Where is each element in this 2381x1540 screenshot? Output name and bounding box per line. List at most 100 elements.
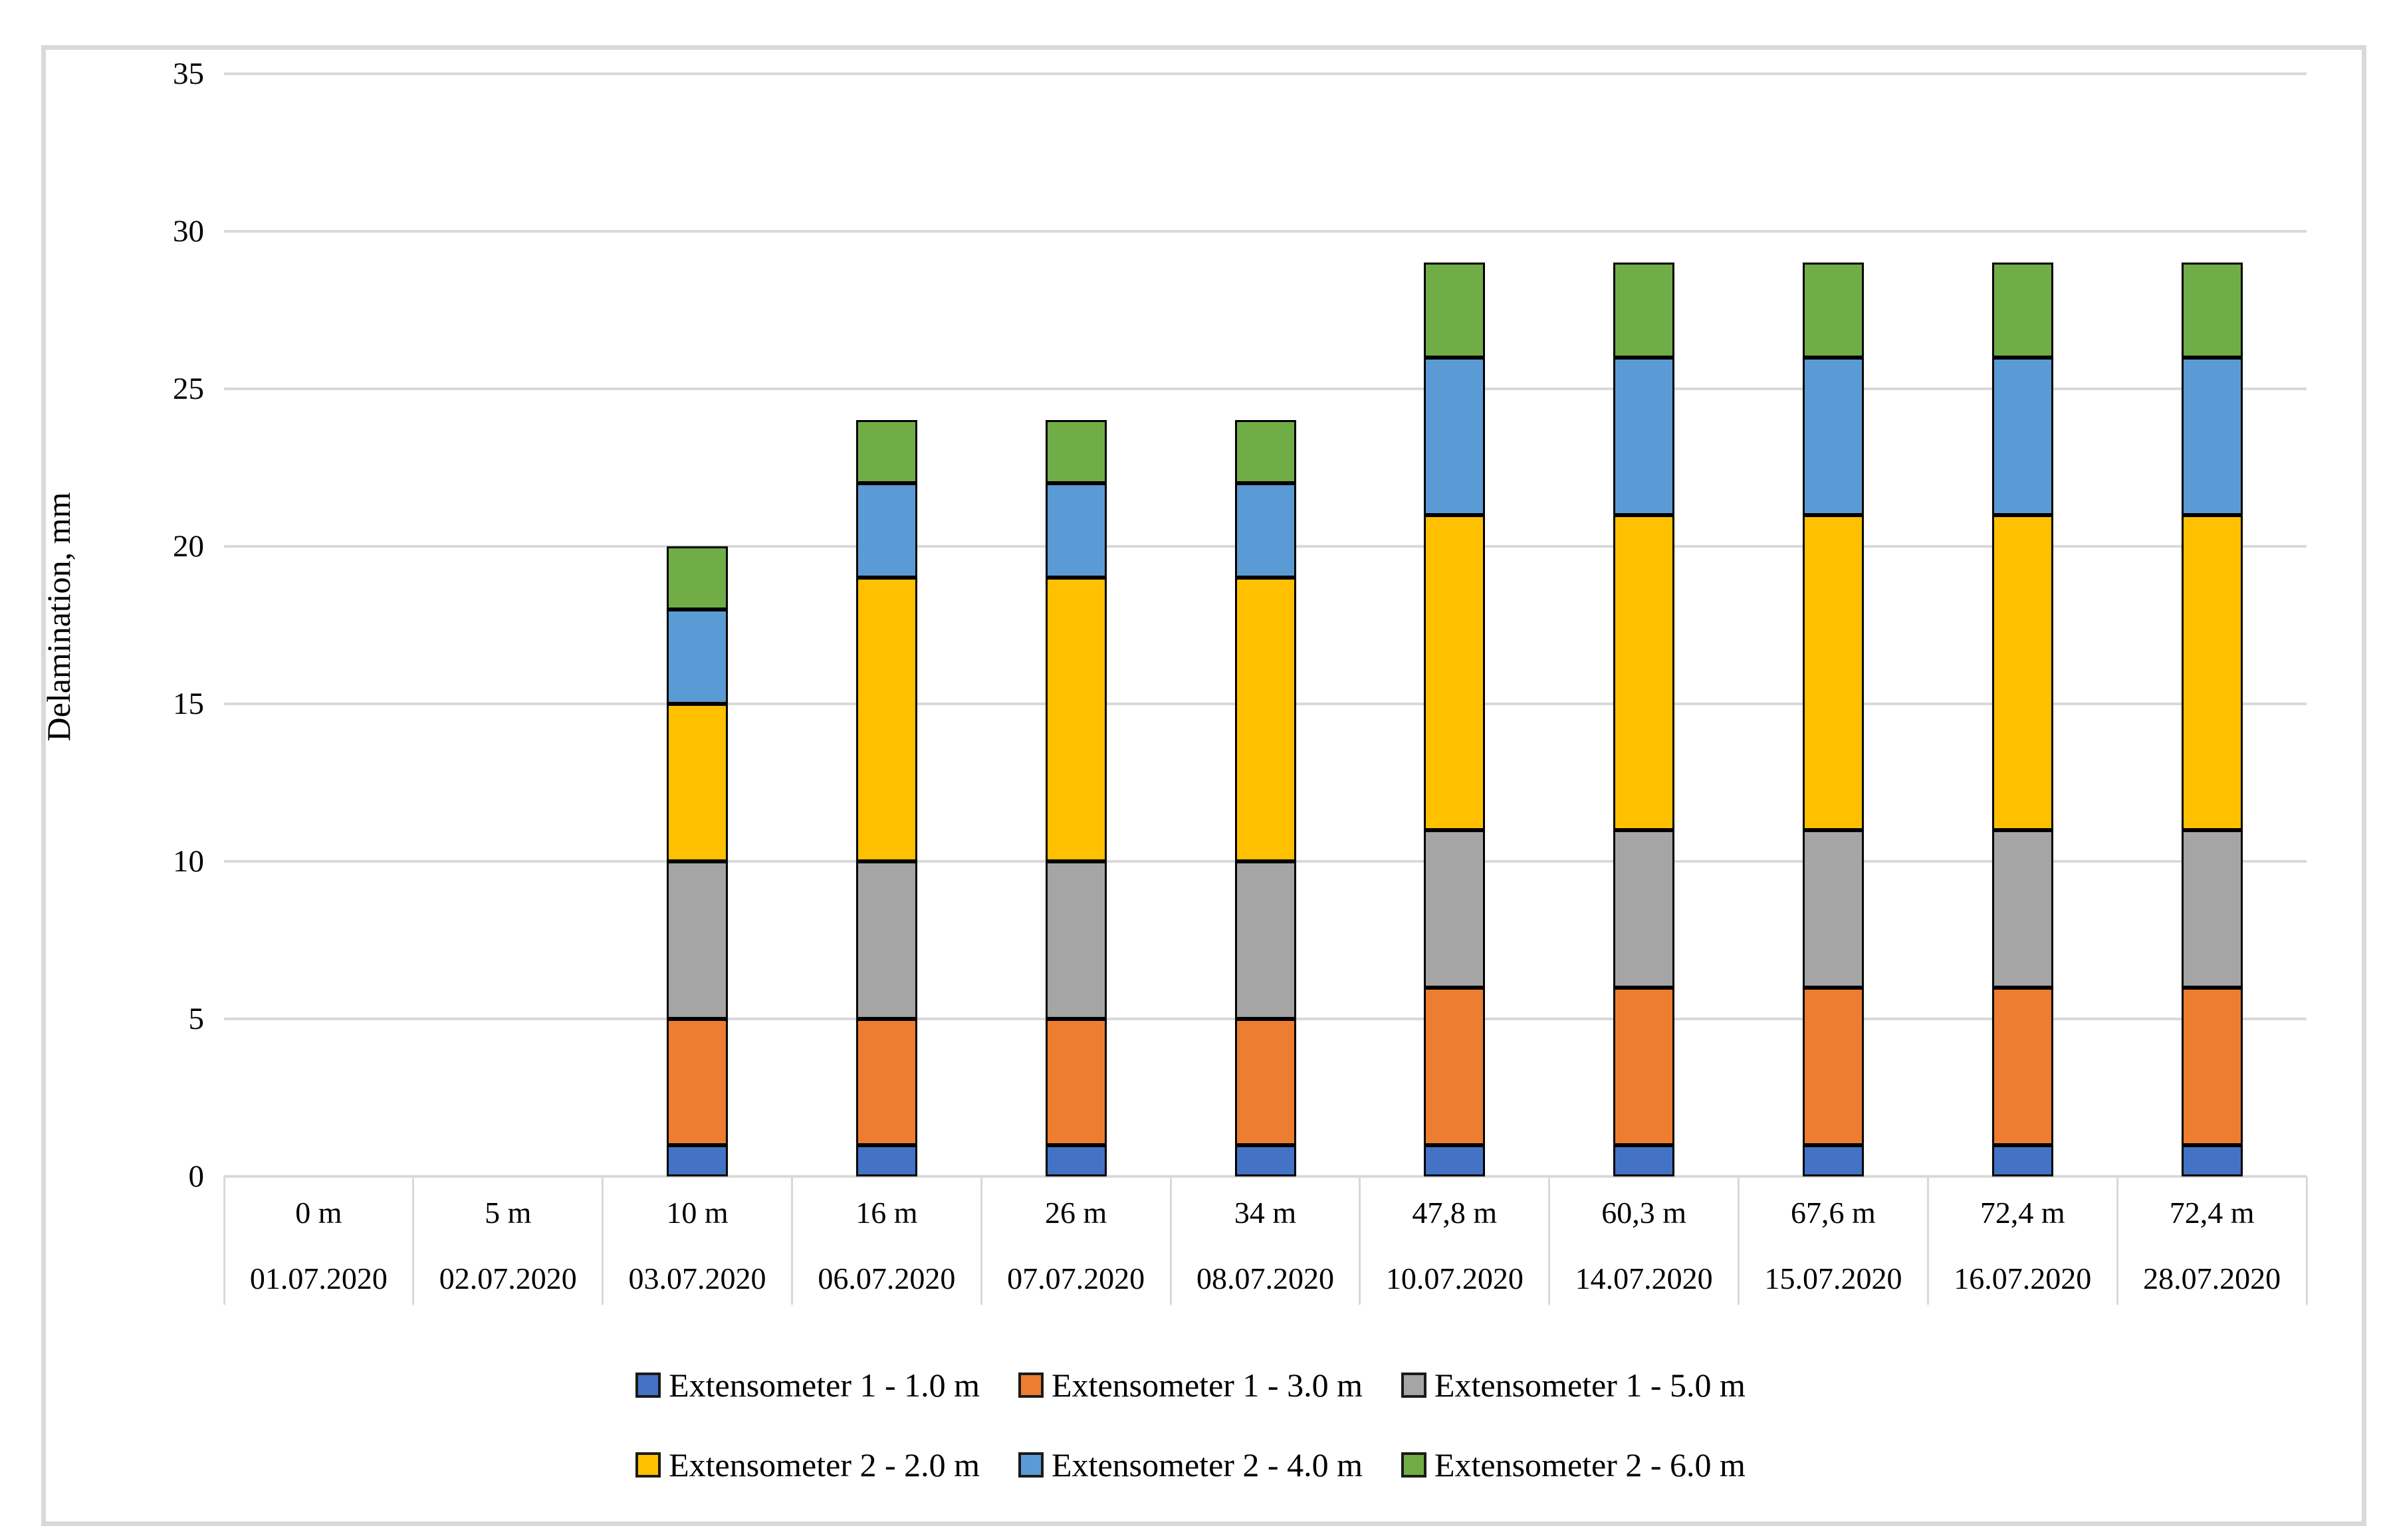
y-axis-tick-label: 5 <box>188 1002 205 1036</box>
legend-swatch <box>635 1373 661 1398</box>
bar-segment <box>855 420 917 484</box>
bar-segment <box>1234 483 1296 578</box>
legend-label: Extensometer 2 - 2.0 m <box>669 1446 980 1484</box>
category-separator <box>602 1176 604 1305</box>
x-axis-label-date: 28.07.2020 <box>2143 1262 2281 1295</box>
bar-segment <box>855 578 917 861</box>
gridline <box>224 387 2307 390</box>
bar-segment <box>855 1019 917 1145</box>
x-axis-label-distance: 0 m <box>295 1196 342 1230</box>
category-separator <box>1926 1176 1929 1305</box>
gridline <box>224 72 2307 75</box>
legend-label: Extensometer 1 - 3.0 m <box>1052 1367 1363 1404</box>
x-axis-label-distance: 34 m <box>1234 1196 1297 1230</box>
legend-swatch <box>1018 1452 1044 1478</box>
bar-segment <box>2181 357 2243 515</box>
bar-segment <box>1045 1019 1107 1145</box>
bar-segment <box>1234 861 1296 1019</box>
bar-segment <box>1234 578 1296 861</box>
bar-segment <box>1613 514 1675 830</box>
bar-segment <box>2181 987 2243 1145</box>
bar-segment <box>1802 1145 1864 1176</box>
category-separator <box>1169 1176 1172 1305</box>
y-axis-tick-label: 25 <box>173 372 204 406</box>
x-axis-label-date: 02.07.2020 <box>439 1262 577 1295</box>
legend-label: Extensometer 1 - 1.0 m <box>669 1367 980 1404</box>
x-axis-label-date: 15.07.2020 <box>1764 1262 1902 1295</box>
legend-row: Extensometer 2 - 2.0 m Extensometer 2 - 4… <box>0 1440 2381 1490</box>
category-separator <box>980 1176 982 1305</box>
category-separator <box>223 1176 225 1305</box>
legend-swatch <box>1018 1373 1044 1398</box>
x-axis-line <box>224 1175 2307 1178</box>
bar-segment <box>2181 514 2243 830</box>
x-axis-label-distance: 16 m <box>855 1196 918 1230</box>
bar-segment <box>1045 861 1107 1019</box>
bar-segment <box>667 1145 729 1176</box>
bar-segment <box>1045 578 1107 861</box>
bar-segment <box>667 546 729 609</box>
x-axis-label-distance: 60,3 m <box>1601 1196 1687 1230</box>
bar-segment <box>667 609 729 704</box>
bar-segment <box>1234 420 1296 484</box>
x-axis-label-distance: 72,4 m <box>2169 1196 2255 1230</box>
bar-segment <box>1991 357 2053 515</box>
bar-segment <box>1802 987 1864 1145</box>
bar-segment <box>667 861 729 1019</box>
bar-segment <box>1613 357 1675 515</box>
bar-segment <box>1991 987 2053 1145</box>
x-axis-label-date: 14.07.2020 <box>1575 1262 1713 1295</box>
y-axis-tick-label: 35 <box>173 56 204 91</box>
gridline <box>224 230 2307 233</box>
y-axis-tick-label: 20 <box>173 529 204 564</box>
legend-label: Extensometer 2 - 4.0 m <box>1052 1446 1363 1484</box>
bar-segment <box>1991 1145 2053 1176</box>
bar-segment <box>1424 263 1486 358</box>
legend-item: Extensometer 1 - 5.0 m <box>1401 1360 1746 1410</box>
bar-segment <box>855 861 917 1019</box>
bar-segment <box>1613 263 1675 358</box>
x-axis-label-distance: 47,8 m <box>1412 1196 1498 1230</box>
bar-segment <box>1802 829 1864 988</box>
legend-item: Extensometer 2 - 2.0 m <box>635 1440 980 1490</box>
legend-item: Extensometer 1 - 3.0 m <box>1018 1360 1363 1410</box>
bar-segment <box>1424 987 1486 1145</box>
x-axis-label-date: 03.07.2020 <box>628 1262 766 1295</box>
bar-segment <box>1045 1145 1107 1176</box>
y-axis-tick-label: 30 <box>173 214 204 249</box>
y-axis-tick-label: 10 <box>173 844 204 879</box>
figure-border <box>41 45 2366 1526</box>
legend-row: Extensometer 1 - 1.0 m Extensometer 1 - 3… <box>0 1360 2381 1410</box>
x-axis-label-date: 08.07.2020 <box>1196 1262 1334 1295</box>
bar-segment <box>2181 829 2243 988</box>
category-separator <box>2305 1176 2308 1305</box>
bar-segment <box>1613 1145 1675 1176</box>
category-separator <box>1359 1176 1361 1305</box>
x-axis-label-date: 16.07.2020 <box>1954 1262 2092 1295</box>
x-axis-label-date: 01.07.2020 <box>249 1262 388 1295</box>
bar-segment <box>1991 829 2053 988</box>
x-axis-label-distance: 67,6 m <box>1791 1196 1876 1230</box>
category-separator <box>2116 1176 2118 1305</box>
category-separator <box>1548 1176 1551 1305</box>
category-separator <box>790 1176 793 1305</box>
bar-segment <box>1424 1145 1486 1176</box>
legend-item: Extensometer 2 - 4.0 m <box>1018 1440 1363 1490</box>
bar-segment <box>1802 357 1864 515</box>
legend-label: Extensometer 2 - 6.0 m <box>1434 1446 1746 1484</box>
bar-segment <box>1991 514 2053 830</box>
bar-segment <box>667 704 729 861</box>
bar-segment <box>2181 263 2243 358</box>
bar-segment <box>1234 1019 1296 1145</box>
bar-segment <box>1424 514 1486 830</box>
bar-segment <box>2181 1145 2243 1176</box>
category-separator <box>1738 1176 1740 1305</box>
x-axis-label-distance: 10 m <box>666 1196 729 1230</box>
legend-swatch <box>1401 1452 1426 1478</box>
legend-label: Extensometer 1 - 5.0 m <box>1434 1367 1746 1404</box>
bar-segment <box>855 1145 917 1176</box>
y-axis-tick-label: 15 <box>173 687 204 721</box>
legend-swatch <box>635 1452 661 1478</box>
category-separator <box>412 1176 415 1305</box>
legend-swatch <box>1401 1373 1426 1398</box>
